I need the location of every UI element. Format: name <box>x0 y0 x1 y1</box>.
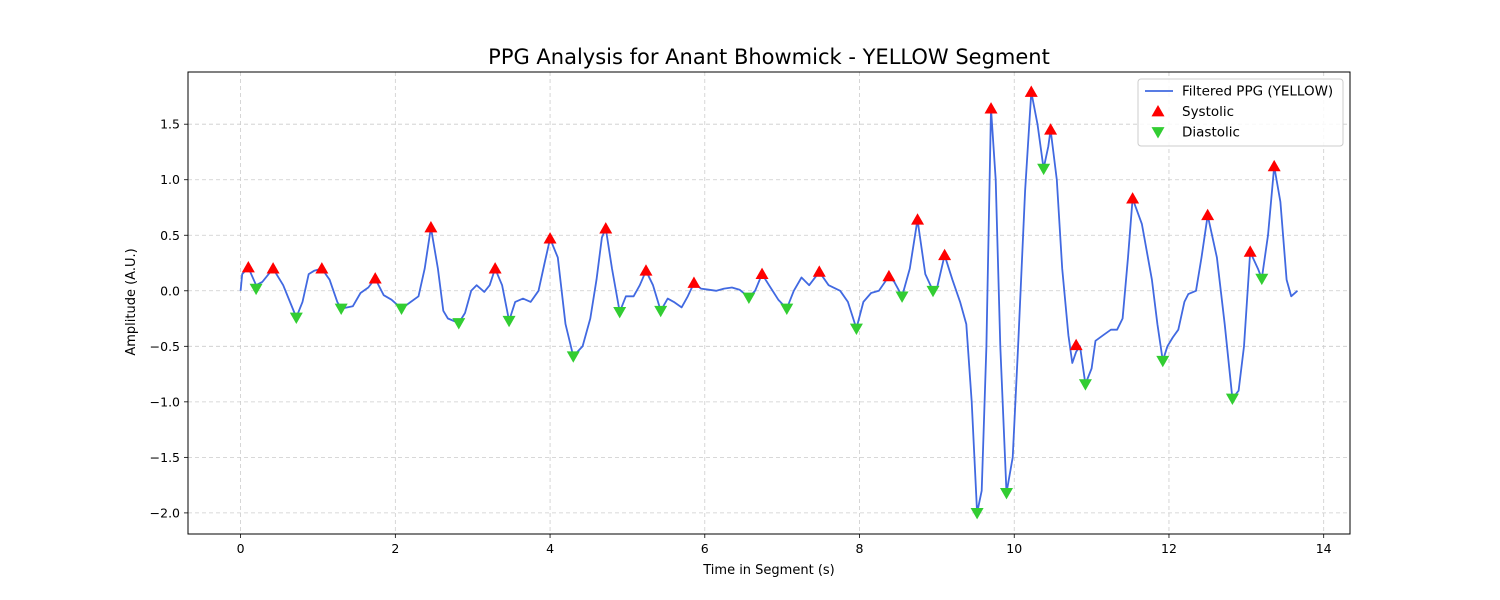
diastolic-marker <box>654 305 668 318</box>
x-tick-label: 12 <box>1161 541 1177 556</box>
legend-systolic-swatch <box>1151 105 1165 117</box>
diastolic-marker <box>742 292 756 304</box>
diastolic-marker <box>895 291 909 303</box>
systolic-marker <box>241 260 255 273</box>
diastolic-marker <box>1000 488 1014 500</box>
plot-frame <box>187 71 1351 535</box>
diastolic-marker <box>1255 273 1269 286</box>
systolic-marker <box>687 276 701 288</box>
grid-lines <box>188 72 1350 534</box>
systolic-marker <box>1243 245 1257 257</box>
y-axis: −2.0 −1.5 −1.0 −0.5 0.0 0.5 1.0 1.5 <box>150 117 188 520</box>
diastolic-marker <box>970 508 984 520</box>
diastolic-marker <box>395 303 409 316</box>
systolic-marker <box>1024 85 1038 97</box>
x-tick-label: 8 <box>856 541 864 556</box>
y-tick-label: −0.5 <box>150 339 180 354</box>
systolic-marker <box>543 232 557 244</box>
x-axis: 0 2 4 6 8 10 12 14 <box>237 534 1332 556</box>
diastolic-marker <box>926 285 940 298</box>
diastolic-marker <box>1156 355 1170 368</box>
systolic-marker <box>315 262 329 274</box>
diastolic-marker <box>502 315 516 328</box>
systolic-marker <box>1267 159 1281 172</box>
plot-area <box>187 71 1351 535</box>
y-tick-label: 1.0 <box>160 172 180 187</box>
systolic-marker <box>368 272 382 284</box>
legend-label: Systolic <box>1182 104 1234 120</box>
systolic-marker <box>938 248 952 261</box>
x-tick-label: 10 <box>1006 541 1022 556</box>
y-axis-label: Amplitude (A.U.) <box>124 248 139 355</box>
y-tick-label: −1.0 <box>150 394 180 409</box>
y-tick-label: 0.0 <box>160 283 180 298</box>
diastolic-marker <box>249 283 263 296</box>
diastolic-marker <box>613 307 627 319</box>
systolic-marker <box>424 220 438 233</box>
legend-label: Filtered PPG (YELLOW) <box>1182 84 1333 100</box>
diastolic-marker <box>1037 163 1051 176</box>
systolic-marker <box>1201 208 1215 221</box>
chart-title: PPG Analysis for Anant Bhowmick - YELLOW… <box>488 45 1050 69</box>
systolic-marker <box>1126 192 1140 204</box>
systolic-marker <box>1069 338 1083 351</box>
diastolic-marker <box>566 351 580 363</box>
legend: Filtered PPG (YELLOW) Systolic Diastolic <box>1137 78 1344 147</box>
diastolic-marker <box>334 303 348 316</box>
systolic-marker <box>488 262 502 274</box>
marker-layer <box>241 85 1281 520</box>
systolic-marker <box>599 222 613 234</box>
legend-diastolic-swatch <box>1151 127 1165 139</box>
systolic-marker <box>639 264 653 276</box>
x-tick-label: 14 <box>1316 541 1332 556</box>
diastolic-marker <box>1225 393 1239 406</box>
diastolic-marker <box>289 312 303 324</box>
diastolic-marker <box>780 303 794 316</box>
x-tick-label: 6 <box>701 541 709 556</box>
legend-label: Diastolic <box>1182 125 1240 141</box>
systolic-marker <box>984 102 998 114</box>
legend-box <box>1137 78 1344 147</box>
y-tick-label: −2.0 <box>150 505 180 520</box>
systolic-marker <box>911 213 925 225</box>
diastolic-marker <box>849 323 863 336</box>
ppg-signal-line <box>239 91 1298 514</box>
y-tick-label: 0.5 <box>160 228 180 243</box>
systolic-marker <box>1044 123 1058 135</box>
systolic-marker <box>266 262 280 274</box>
y-tick-label: −1.5 <box>150 450 180 465</box>
systolic-marker <box>882 269 896 282</box>
x-axis-label: Time in Segment (s) <box>702 563 834 578</box>
ppg-line-layer <box>239 91 1298 514</box>
x-tick-label: 0 <box>237 541 245 556</box>
x-tick-label: 4 <box>546 541 554 556</box>
systolic-marker <box>755 267 769 279</box>
systolic-marker <box>812 265 826 277</box>
y-tick-label: 1.5 <box>160 117 180 132</box>
diastolic-marker <box>452 318 466 330</box>
diastolic-marker <box>1078 379 1092 391</box>
x-tick-label: 2 <box>391 541 399 556</box>
